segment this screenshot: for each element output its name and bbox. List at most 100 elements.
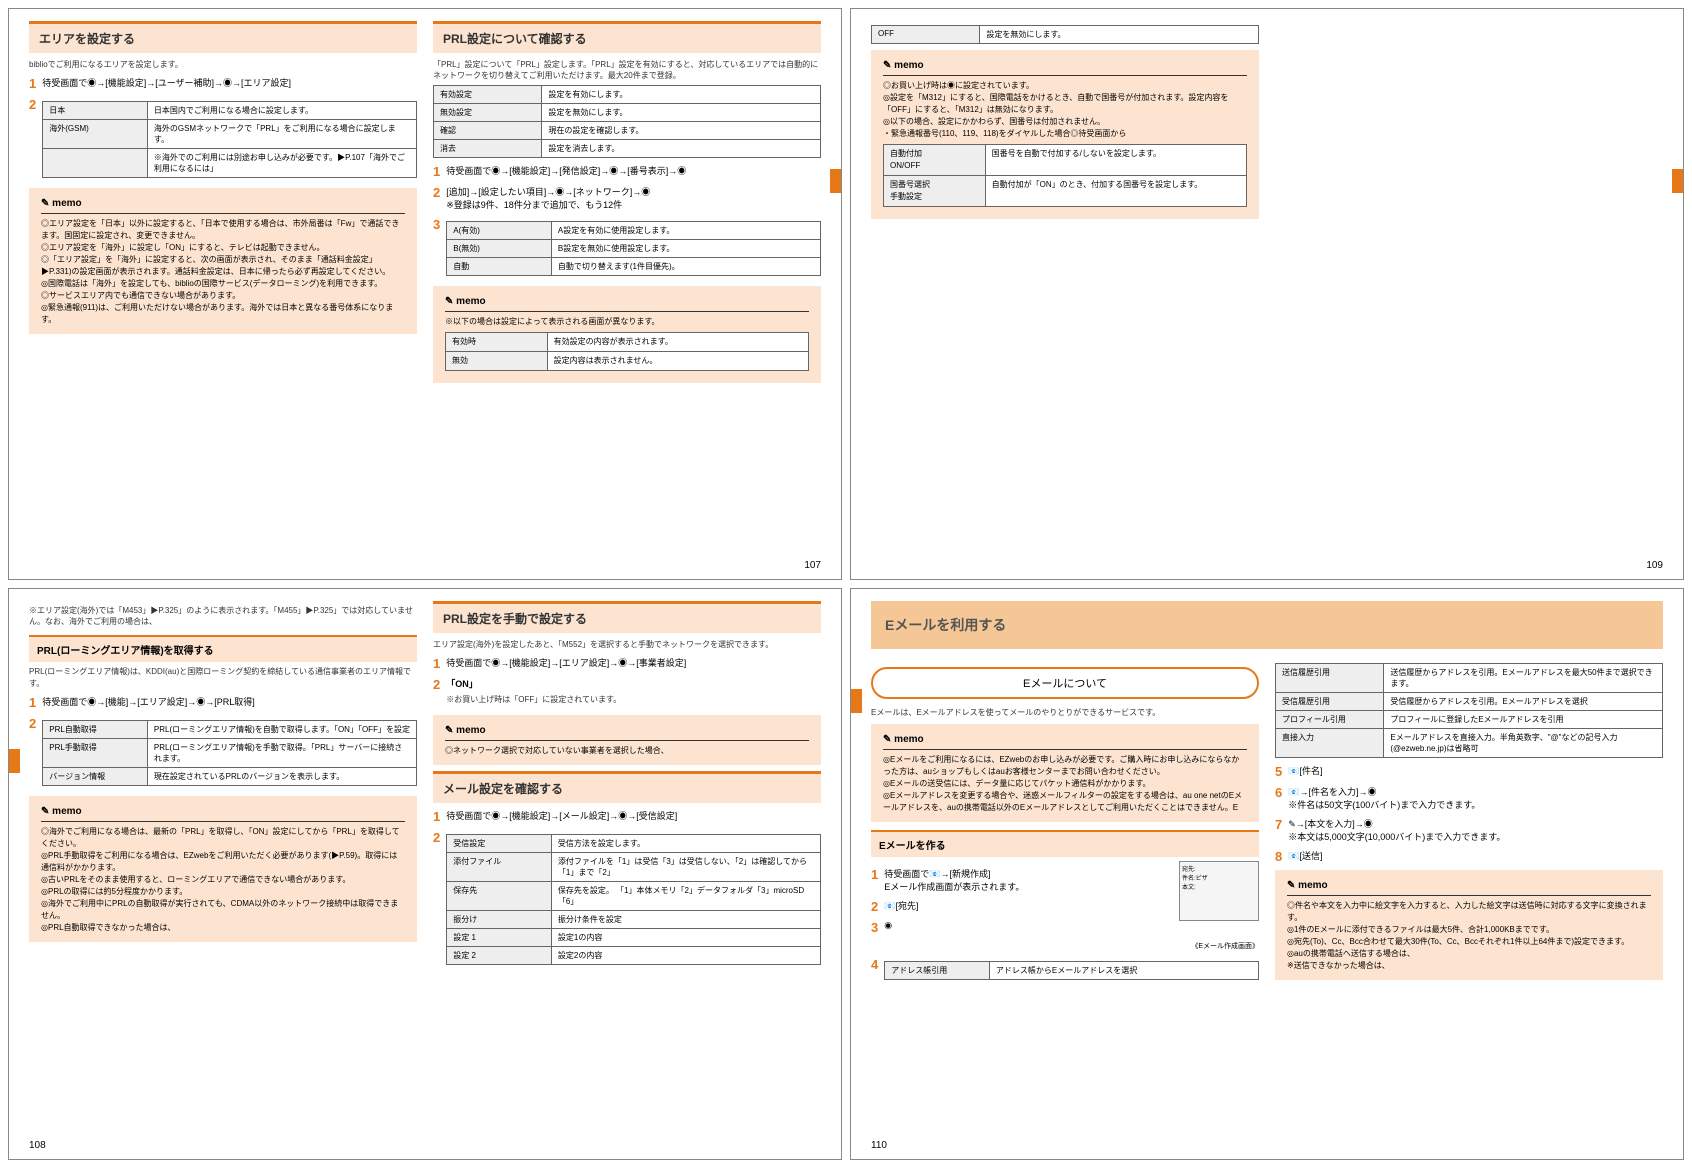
cell-label: 自動 [447,258,552,276]
memo-header: memo [445,294,809,312]
cell-label: B(無効) [447,240,552,258]
cell-label: 直接入力 [1276,729,1384,758]
cell-value: 自動で切り替えます(1件目優先)。 [551,258,820,276]
step-1: 1 待受画面で◉→[機能設定]→[エリア設定]→◉→[事業者設定] [433,656,821,671]
memo-header: memo [1287,878,1651,896]
step-number: 1 [29,76,36,91]
step-text: 待受画面で◉→[機能設定]→[メール設定]→◉→[受信設定] [446,809,821,824]
cell-label: 設定 1 [447,929,552,947]
cell-value: アドレス帳からEメールアドレスを選択 [989,962,1258,980]
page-number: 109 [1646,560,1663,571]
step-2: 2 PRL自動取得PRL(ローミングエリア情報)を自動で取得します。「ON」「O… [29,716,417,790]
section-header: PRL設定について確認する [433,21,821,53]
cell-value: 自動付加が「ON」のとき、付加する国番号を設定します。 [985,176,1246,207]
memo-header: memo [445,723,809,741]
step-5: 5 📧[件名] [1275,764,1663,779]
cell-label: OFF [872,26,980,44]
step-text: 📧[件名] [1288,764,1663,779]
memo-header: memo [41,804,405,822]
cell-value: 設定を無効にします。 [542,104,821,122]
memo-body: ◎エリア設定を「日本」以外に設定すると、「日本で使用する場合は、市外局番は「Fw… [41,218,405,326]
mail-table: 受信設定受信方法を設定します。 添付ファイル添付ファイルを「1」は受信「3」は受… [446,834,821,965]
pill-header: Eメールについて [871,667,1259,699]
step-1b: 1 待受画面で◉→[機能設定]→[メール設定]→◉→[受信設定] [433,809,821,824]
cell-label: 保存先 [447,882,552,911]
thumb-caption: 《Eメール作成画面》 [871,941,1259,951]
step-note: ※お買い上げ時は「OFF」に設定されています。 [446,694,821,705]
step-text: 📧[送信] [1288,849,1663,864]
memo-body: ◎Eメールをご利用になるには、EZwebのお申し込みが必要です。ご購入時にお申し… [883,754,1247,814]
step-number: 3 [433,217,440,280]
step-number: 6 [1275,785,1282,811]
cell-value: プロフィールに登録したEメールアドレスを引用 [1384,711,1663,729]
cell-value: ※海外でのご利用には別途お申し込みが必要です。▶P.107「海外でご利用になるに… [147,149,416,178]
step-number: 1 [29,695,36,710]
section-header: エリアを設定する [29,21,417,53]
screen-thumbnail: 宛先: 件名:ピザ 本文: [1179,861,1259,921]
intro-text: ※エリア設定(海外)では「M453」▶P.325」のように表示されます。「M45… [29,605,417,627]
thumb-content: 宛先: 件名:ピザ 本文: [1182,864,1256,891]
step-text: 待受画面で◉→[機能設定]→[発信設定]→◉→[番号表示]→◉ [446,164,821,179]
page-110: Eメールを利用する Eメールについて Eメールは、Eメールアドレスを使ってメール… [850,588,1684,1160]
step-number: 1 [871,867,878,893]
cell-value: 受信方法を設定します。 [551,835,820,853]
cell-value: Eメールアドレスを直接入力。半角英数字、"@"などの記号入力(@ezweb.ne… [1384,729,1663,758]
step-text: 待受画面で◉→[機能]→[エリア設定]→◉→[PRL取得] [42,695,417,710]
cell-label: 消去 [434,140,542,158]
step-4: 4 アドレス帳引用アドレス帳からEメールアドレスを選択 [871,957,1259,984]
step-3: 3 ◉ [871,920,1173,935]
intro-text: PRL(ローミングエリア情報)は、KDDI(au)と国際ローミング契約を締結して… [29,666,417,688]
cell-value: 設定を消去します。 [542,140,821,158]
addr-table-cont: 送信履歴引用送信履歴からアドレスを引用。Eメールアドレスを最大50件まで選択でき… [1275,663,1663,758]
section-header: メール設定を確認する [433,771,821,803]
cell-value: PRL(ローミングエリア情報)を自動で取得します。「ON」「OFF」を設定 [147,720,416,738]
onoff-table: 自動付加 ON/OFF国番号を自動で付加する/しないを設定します。 国番号選択 … [883,144,1247,207]
step-1: 1 待受画面で◉→[機能]→[エリア設定]→◉→[PRL取得] [29,695,417,710]
memo-body: ◎海外でご利用になる場合は、最新の「PRL」を取得し、「ON」設定にしてから「P… [41,826,405,934]
step-number: 8 [1275,849,1282,864]
memo-box: memo ◎エリア設定を「日本」以外に設定すると、「日本で使用する場合は、市外局… [29,188,417,334]
prl-table: 有効設定設定を有効にします。 無効設定設定を無効にします。 確認現在の設定を確認… [433,85,821,158]
cell-value: 現在設定されているPRLのバージョンを表示します。 [147,767,416,785]
step-number: 4 [871,957,878,984]
step-number: 2 [433,677,440,709]
step-heading: 「ON」 [446,679,478,689]
cell-label: 自動付加 ON/OFF [884,145,986,176]
cell-value: B設定を無効に使用設定します。 [551,240,820,258]
memo-body: ※以下の場合は設定によって表示される画面が異なります。 [445,316,809,328]
cell-value: A設定を有効に使用設定します。 [551,222,820,240]
intro-text: biblioでご利用になるエリアを設定します。 [29,59,417,70]
subsection-header: PRL(ローミングエリア情報)を取得する [29,635,417,662]
memo-box: memo ◎ネットワーク選択で対応していない事業者を選択した場合、 [433,715,821,765]
cell-label: A(有効) [447,222,552,240]
memo-box: memo ◎件名や本文を入力中に絵文字を入力すると、入力した絵文字は送信時に対応… [1275,870,1663,980]
cell-value: 添付ファイルを「1」は受信「3」は受信しない、「2」は確認してから「1」まで「2… [551,853,820,882]
step-text: ◉ [884,920,1173,935]
memo-body: ◎ネットワーク選択で対応していない事業者を選択した場合、 [445,745,809,757]
memo-header: memo [41,196,405,214]
edge-tab [1672,169,1684,193]
memo-box: memo ◎Eメールをご利用になるには、EZwebのお申し込みが必要です。ご購入… [871,724,1259,822]
step-number: 2 [433,830,440,969]
step-number: 2 [433,185,440,211]
step-2: 2 「ON」 ※お買い上げ時は「OFF」に設定されています。 [433,677,821,709]
page-109: OFF設定を無効にします。 memo ◎お買い上げ時は◉に設定されています。 ◎… [850,8,1684,580]
cell-label: 振分け [447,911,552,929]
step-number: 5 [1275,764,1282,779]
intro-text: エリア設定(海外)を設定したあと、「M552」を選択すると手動でネットワークを選… [433,639,821,650]
cell-value: 有効設定の内容が表示されます。 [547,333,808,352]
step-text: ✎→[本文を入力]→◉ ※本文は5,000文字(10,000バイト)まで入力でき… [1288,817,1663,843]
cell-label: 受信履歴引用 [1276,693,1384,711]
step-text: [追加]→[設定したい項目]→◉→[ネットワーク]→◉ ※登録は9件、18件分ま… [446,185,821,211]
step-number: 2 [871,899,878,914]
subsection-header: Eメールを作る [871,830,1259,857]
step-7: 7 ✎→[本文を入力]→◉ ※本文は5,000文字(10,000バイト)まで入力… [1275,817,1663,843]
cell-value: 現在の設定を確認します。 [542,122,821,140]
memo-box: memo ◎海外でご利用になる場合は、最新の「PRL」を取得し、「ON」設定にし… [29,796,417,942]
chapter-header: Eメールを利用する [871,601,1663,649]
step-number: 1 [433,164,440,179]
cell-label: アドレス帳引用 [885,962,990,980]
step-number: 1 [433,656,440,671]
cell-value: 保存先を設定。 「1」本体メモリ「2」データフォルダ「3」microSD「6」 [551,882,820,911]
step-3: 3 A(有効)A設定を有効に使用設定します。 B(無効)B設定を無効に使用設定し… [433,217,821,280]
